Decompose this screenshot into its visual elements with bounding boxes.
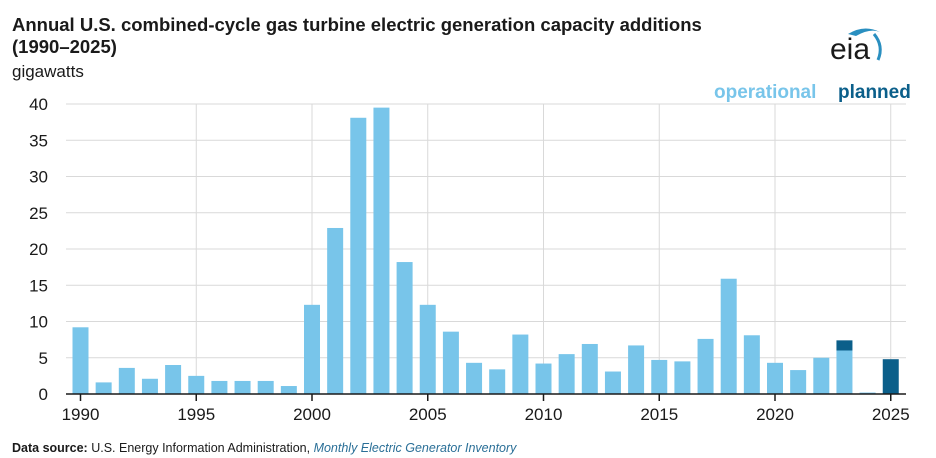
eia-logo: eia xyxy=(830,28,882,66)
bar-planned-2023 xyxy=(836,340,853,351)
source-org: U.S. Energy Information Administration, xyxy=(91,441,311,455)
chart-title: Annual U.S. combined-cycle gas turbine e… xyxy=(12,14,812,58)
bar-operational-1995 xyxy=(188,375,205,394)
data-source: Data source: U.S. Energy Information Adm… xyxy=(12,441,516,455)
bar-operational-1998 xyxy=(257,380,274,394)
y-axis-ticks: 0 5 10 15 20 25 30 35 40 xyxy=(29,95,48,404)
x-tick-label: 2000 xyxy=(293,405,331,424)
y-tick-label: 40 xyxy=(29,95,48,114)
bar-operational-2007 xyxy=(466,362,483,394)
bar-operational-1999 xyxy=(280,386,297,394)
x-tick-label: 1995 xyxy=(177,405,215,424)
bar-operational-2004 xyxy=(396,262,413,394)
legend-planned: planned xyxy=(838,82,911,103)
bar-operational-2014 xyxy=(628,345,645,394)
bar-operational-1994 xyxy=(165,365,182,394)
bar-operational-2021 xyxy=(790,370,807,394)
bar-operational-2022 xyxy=(813,357,830,394)
chart-title-line1: Annual U.S. combined-cycle gas turbine e… xyxy=(12,14,702,35)
bar-operational-2023 xyxy=(836,350,853,394)
source-label: Data source: xyxy=(12,441,88,455)
x-tick-label: 2010 xyxy=(525,405,563,424)
bar-operational-1991 xyxy=(95,382,112,394)
bar-operational-2010 xyxy=(535,363,552,394)
bar-operational-1993 xyxy=(141,378,158,394)
chart-title-line2: (1990–2025) xyxy=(12,36,117,57)
gridlines xyxy=(66,103,906,394)
y-tick-label: 5 xyxy=(39,349,48,368)
bar-operational-1990 xyxy=(72,327,89,394)
x-tick-label: 2005 xyxy=(409,405,447,424)
bar-operational-2008 xyxy=(489,369,506,394)
bar-operational-2003 xyxy=(373,107,390,394)
bar-operational-1997 xyxy=(234,380,251,394)
eia-logo-swoosh xyxy=(848,28,880,36)
bar-operational-2015 xyxy=(651,359,668,394)
eia-logo-text: eia xyxy=(830,33,870,66)
eia-logo-arc xyxy=(872,33,882,61)
bar-operational-2016 xyxy=(674,361,691,394)
x-tick-label: 2015 xyxy=(640,405,678,424)
bar-planned-2025 xyxy=(882,359,899,394)
y-tick-label: 35 xyxy=(29,131,48,150)
bar-operational-2001 xyxy=(327,227,344,394)
bar-operational-2006 xyxy=(442,331,459,394)
x-axis-ticks: 1990 1995 2000 2005 2010 2015 2020 2025 xyxy=(62,394,910,424)
bar-operational-2017 xyxy=(697,338,714,394)
y-tick-label: 20 xyxy=(29,240,48,259)
legend-operational: operational xyxy=(714,82,817,103)
x-tick-label: 2020 xyxy=(756,405,794,424)
y-tick-label: 30 xyxy=(29,168,48,187)
y-axis-unit: gigawatts xyxy=(12,62,84,81)
bar-operational-2002 xyxy=(350,117,367,395)
bar-operational-2018 xyxy=(720,278,737,394)
bar-operational-2019 xyxy=(743,335,760,394)
y-tick-label: 0 xyxy=(39,385,48,404)
bar-operational-1996 xyxy=(211,380,228,394)
bar-operational-2005 xyxy=(419,304,436,394)
y-tick-label: 10 xyxy=(29,313,48,332)
bar-operational-2000 xyxy=(304,304,320,394)
bar-operational-2011 xyxy=(558,354,575,394)
bar-operational-1992 xyxy=(118,367,135,394)
y-tick-label: 25 xyxy=(29,204,48,223)
x-tick-label: 1990 xyxy=(62,405,100,424)
bar-operational-2012 xyxy=(581,343,598,394)
bar-operational-2009 xyxy=(512,334,529,394)
bar-operational-2020 xyxy=(767,362,783,394)
source-publication[interactable]: Monthly Electric Generator Inventory xyxy=(313,441,517,455)
bars xyxy=(72,107,899,395)
bar-operational-2013 xyxy=(604,371,621,394)
x-tick-label: 2025 xyxy=(872,405,910,424)
y-tick-label: 15 xyxy=(29,276,48,295)
